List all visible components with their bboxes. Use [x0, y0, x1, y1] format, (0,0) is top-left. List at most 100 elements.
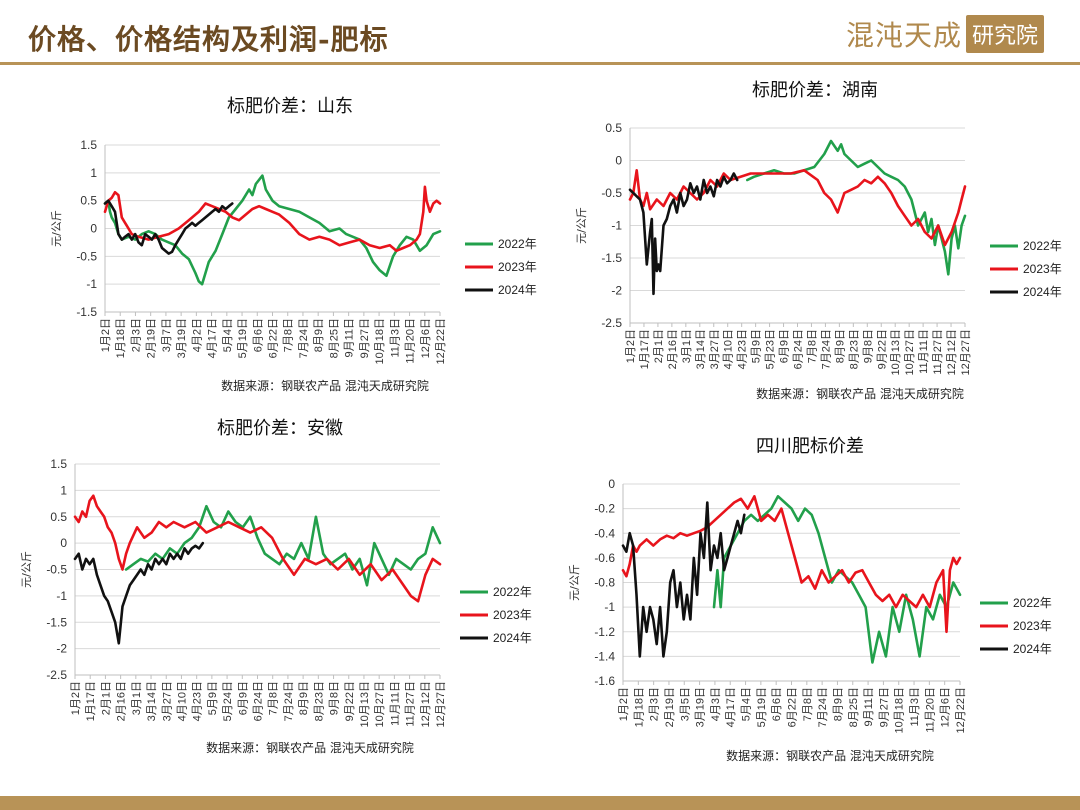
y-tick-label: -0.6 [594, 551, 615, 565]
series-line-2022年 [712, 494, 962, 664]
x-tick-label: 12月22日 [955, 687, 967, 733]
x-tick-label: 4月3日 [710, 687, 722, 721]
y-tick-label: 1 [60, 483, 67, 497]
x-tick-label: 9月11日 [344, 318, 356, 358]
chart-title: 标肥价差：山东 [227, 96, 353, 117]
legend-label: 2022年 [1013, 596, 1052, 610]
y-tick-label: -1 [604, 600, 615, 614]
y-tick-label: -2 [611, 284, 622, 298]
series-line-2022年 [103, 174, 442, 286]
series-line-2023年 [103, 185, 442, 253]
chart-title: 四川肥标价差 [756, 436, 864, 457]
x-tick-label: 1月18日 [633, 687, 645, 727]
x-tick-label: 1月2日 [618, 687, 630, 721]
y-tick-label: -2 [56, 642, 67, 656]
data-source-note: 数据来源：钢联农产品 混沌天成研究院 [726, 748, 934, 763]
y-tick-label: -1.5 [601, 251, 622, 265]
x-tick-label: 1月2日 [100, 318, 112, 352]
x-tick-label: 11月27日 [932, 329, 944, 375]
y-tick-label: 0.5 [80, 194, 97, 208]
series-line-2024年 [73, 541, 205, 645]
x-tick-label: 12月12日 [420, 681, 432, 727]
x-tick-label: 5月4日 [222, 318, 234, 352]
x-tick-label: 8月9日 [834, 329, 846, 363]
x-tick-label: 6月9日 [237, 681, 249, 715]
x-tick-label: 6月6日 [252, 318, 264, 352]
x-tick-label: 9月11日 [863, 687, 875, 727]
y-tick-label: -1 [56, 589, 67, 603]
x-tick-label: 5月4日 [741, 687, 753, 721]
series-line-2024年 [621, 501, 746, 658]
x-tick-label: 8月23日 [848, 329, 860, 369]
legend-label: 2024年 [493, 631, 532, 645]
x-tick-label: 3月1日 [681, 329, 693, 363]
x-tick-label: 2月19日 [664, 687, 676, 727]
x-tick-label: 12月22日 [435, 318, 447, 364]
x-tick-label: 8月9日 [832, 687, 844, 721]
x-tick-label: 10月13日 [890, 329, 902, 375]
legend-label: 2022年 [498, 237, 537, 251]
x-tick-label: 3月5日 [679, 687, 691, 721]
y-tick-label: -0.8 [594, 576, 615, 590]
x-tick-label: 10月27日 [374, 681, 386, 727]
x-tick-label: 9月22日 [876, 329, 888, 369]
x-tick-label: 7月24日 [283, 681, 295, 721]
x-tick-label: 6月24日 [793, 329, 805, 369]
data-source-note: 数据来源：钢联农产品 混沌天成研究院 [221, 378, 429, 393]
data-source-note: 数据来源：钢联农产品 混沌天成研究院 [756, 386, 964, 401]
logo-text: 混沌天成 [846, 19, 963, 52]
x-tick-label: 7月24日 [817, 687, 829, 727]
x-tick-label: 2月1日 [653, 329, 665, 363]
y-tick-label: -2.5 [46, 668, 67, 682]
y-tick-label: -0.5 [601, 186, 622, 200]
x-tick-label: 5月24日 [222, 681, 234, 721]
x-tick-label: 9月27日 [359, 318, 371, 358]
legend-label: 2022年 [1023, 239, 1062, 253]
x-tick-label: 11月3日 [389, 318, 401, 358]
y-tick-label: -1.5 [76, 305, 97, 319]
series-line-2023年 [73, 494, 442, 603]
y-tick-label: 0 [90, 222, 97, 236]
series-line-2022年 [124, 504, 442, 587]
y-tick-label: -1 [86, 277, 97, 291]
x-tick-label: 6月22日 [787, 687, 799, 727]
y-tick-label: 0 [615, 154, 622, 168]
y-tick-label: -1.6 [594, 674, 615, 688]
x-tick-label: 12月27日 [960, 329, 972, 375]
series-line-2023年 [628, 169, 967, 247]
x-tick-label: 11月20日 [924, 687, 936, 733]
x-tick-label: 5月19日 [237, 318, 249, 358]
x-tick-label: 12月12日 [946, 329, 958, 375]
y-tick-label: -0.5 [46, 563, 67, 577]
legend-label: 2023年 [498, 260, 537, 274]
y-tick-label: 0.5 [605, 121, 622, 135]
x-tick-label: 7月8日 [283, 318, 295, 352]
x-tick-label: 4月10日 [176, 681, 188, 721]
x-tick-label: 9月8日 [329, 681, 341, 715]
y-tick-label: 1 [90, 166, 97, 180]
y-tick-label: 0.5 [50, 510, 67, 524]
x-tick-label: 5月9日 [751, 329, 763, 363]
y-axis-label: 元/公斤 [20, 551, 33, 588]
x-tick-label: 2月16日 [116, 681, 128, 721]
x-tick-label: 4月10日 [723, 329, 735, 369]
x-tick-label: 2月19日 [146, 318, 158, 358]
x-tick-label: 8月23日 [313, 681, 325, 721]
logo-box: 研究院 [966, 15, 1045, 53]
y-axis-label: 元/公斤 [568, 564, 581, 601]
x-tick-label: 6月6日 [771, 687, 783, 721]
x-tick-label: 8月25日 [848, 687, 860, 727]
y-axis-label: 元/公斤 [575, 207, 588, 244]
x-tick-label: 1月17日 [639, 329, 651, 369]
x-tick-label: 11月20日 [405, 318, 417, 364]
header-divider [0, 62, 1080, 65]
company-logo: 混沌天成 研究院 [846, 14, 1045, 54]
chart-title: 标肥价差：湖南 [752, 80, 878, 101]
x-tick-label: 4月23日 [192, 681, 204, 721]
series-line-2023年 [621, 494, 962, 634]
y-tick-label: 1.5 [80, 138, 97, 152]
y-tick-label: -0.5 [76, 249, 97, 263]
legend-label: 2024年 [1013, 642, 1052, 656]
